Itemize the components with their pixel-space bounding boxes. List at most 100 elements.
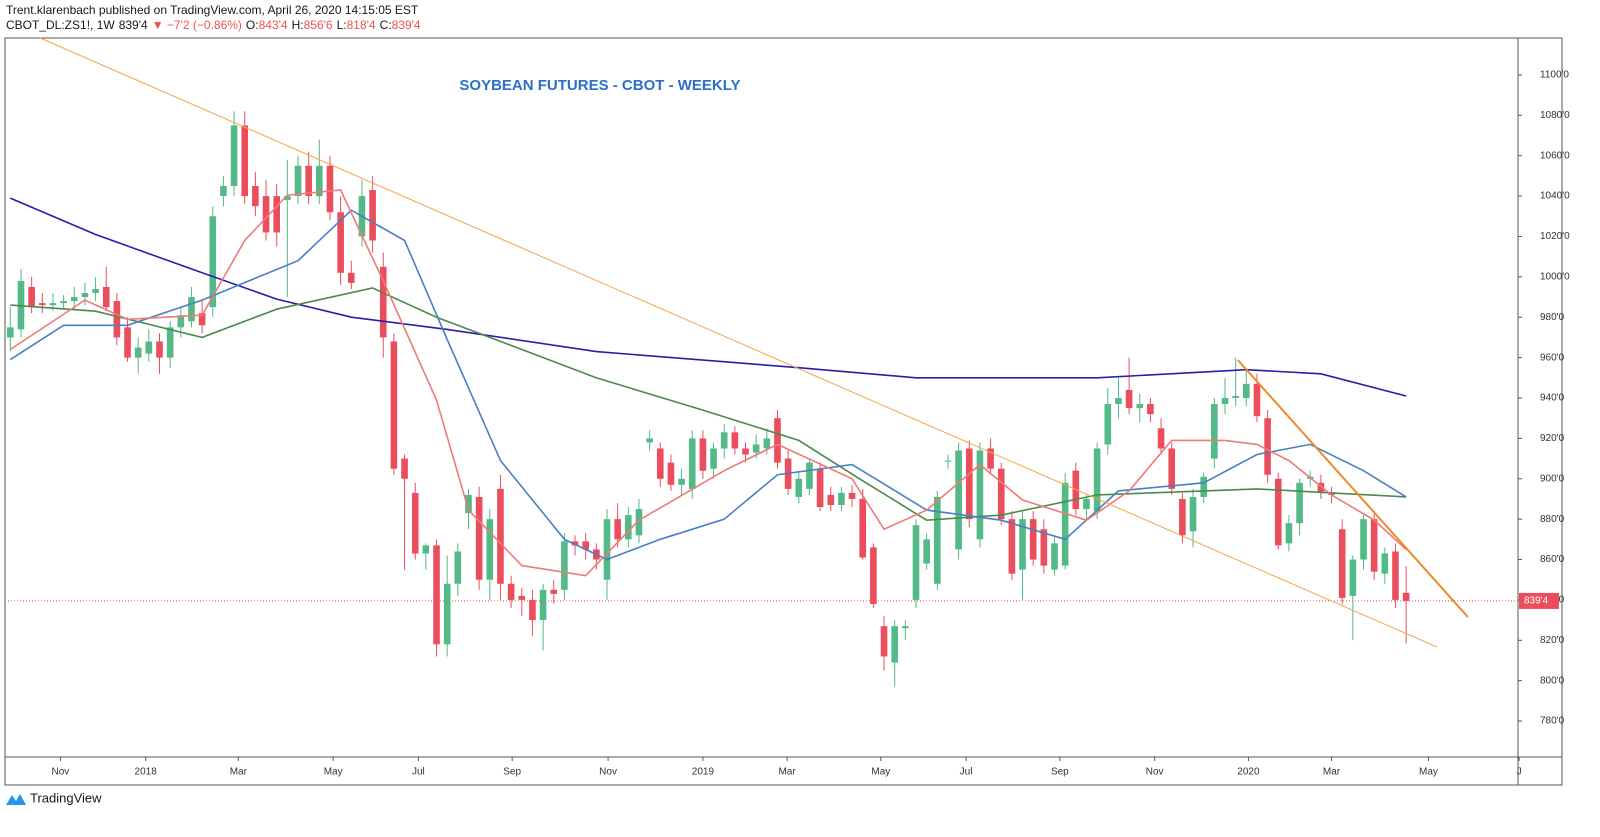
x-tick-label: Sep — [1051, 767, 1069, 778]
candle-body — [134, 347, 142, 358]
quote-part: O: — [246, 18, 259, 32]
x-tick-label: Mar — [1323, 767, 1341, 778]
candle-body — [369, 190, 376, 241]
candle-body — [720, 432, 728, 449]
candle-body — [1242, 383, 1250, 399]
candle-body — [145, 341, 153, 354]
candle-body — [294, 165, 302, 197]
candle-body — [742, 448, 749, 455]
candle-body — [422, 545, 430, 554]
y-tick-label: 1000'0 — [1540, 271, 1570, 282]
candle-body — [347, 272, 355, 283]
y-tick-label: 820'0 — [1540, 635, 1565, 646]
candle-body — [262, 196, 270, 233]
candle-body — [411, 492, 419, 554]
logo — [6, 794, 26, 805]
y-tick-label: 900'0 — [1540, 473, 1565, 484]
y-tick-label: 960'0 — [1540, 352, 1565, 363]
y-tick-label: 920'0 — [1540, 433, 1565, 444]
candle-body — [401, 458, 408, 479]
y-tick-label: 1060'0 — [1540, 150, 1570, 161]
candle-body — [177, 315, 185, 328]
trendline — [40, 37, 1438, 648]
candle-body — [198, 313, 206, 326]
quote-part: 818'4 — [347, 18, 376, 32]
y-tick-label: 880'0 — [1540, 514, 1565, 525]
x-tick-label: Jul — [412, 767, 425, 778]
candle-body — [1179, 498, 1186, 536]
candle-body — [1264, 418, 1271, 475]
candle-body — [646, 438, 653, 443]
candle-body — [92, 288, 99, 294]
x-tick-label: 2019 — [692, 767, 715, 778]
candle-body — [1317, 482, 1325, 493]
candle-body — [1285, 523, 1293, 544]
candle-body — [795, 478, 803, 497]
candle-body — [710, 448, 717, 469]
x-tick-label: Sep — [503, 767, 521, 778]
candle-body — [688, 438, 696, 489]
x-tick-label: Nov — [52, 767, 70, 778]
author-line: Trent.klarenbach published on TradingVie… — [6, 3, 419, 17]
y-tick-label: 800'0 — [1540, 675, 1565, 686]
candle-body — [603, 519, 611, 580]
candle-body — [1093, 448, 1101, 512]
candle-body — [614, 519, 621, 540]
moving-average — [10, 287, 1407, 522]
logo-icon — [6, 794, 26, 805]
quote-part: 856'6 — [304, 18, 333, 32]
candle-body — [1211, 404, 1218, 459]
candle-body — [1221, 398, 1229, 405]
candle-body — [774, 418, 781, 463]
candle-body — [49, 303, 57, 306]
x-tick-label: May — [324, 767, 343, 778]
candle-body — [997, 468, 1005, 520]
y-tick-label: 1100'0 — [1540, 70, 1569, 81]
quote-part: CBOT_DL:ZS1!, 1W — [6, 18, 115, 32]
candle-body — [902, 626, 909, 629]
candle-body — [28, 286, 35, 308]
candle-body — [433, 545, 440, 645]
y-tick-label: 780'0 — [1540, 716, 1565, 727]
candle-body — [582, 541, 589, 550]
x-tick-label: Mar — [230, 767, 248, 778]
candle-body — [70, 297, 78, 302]
candle-body — [1168, 448, 1176, 489]
candle-body — [891, 626, 898, 663]
last-price-box — [1519, 592, 1559, 609]
candle-body — [252, 185, 259, 207]
candle-body — [763, 438, 771, 449]
candle-body — [305, 165, 312, 197]
x-tick-label: May — [1419, 767, 1438, 778]
candle-body — [454, 551, 462, 584]
x-tick-label: Mar — [778, 767, 796, 778]
candle-body — [656, 448, 664, 479]
candle-body — [880, 626, 888, 657]
candle-body — [1157, 428, 1165, 449]
candle-body — [1104, 404, 1112, 445]
candle-body — [699, 438, 707, 471]
candle-body — [518, 595, 526, 600]
moving-average — [9, 209, 1407, 561]
candle-body — [752, 444, 760, 453]
candle-body — [859, 498, 867, 558]
candle-body — [1370, 519, 1378, 572]
candle-body — [326, 165, 334, 213]
candle-body — [156, 341, 163, 358]
candle-body — [923, 539, 930, 564]
candle-body — [166, 327, 174, 358]
candle-body — [731, 432, 739, 449]
quote-part: 843'4 — [259, 18, 288, 32]
quote-part: L: — [337, 18, 347, 32]
y-tick-label: 860'0 — [1540, 554, 1565, 565]
candle-body — [965, 448, 973, 520]
x-tick-label: Nov — [599, 767, 617, 778]
candle-body — [1274, 478, 1282, 546]
candle-body — [1392, 551, 1399, 600]
candle-body — [1040, 529, 1048, 566]
candle-body — [316, 165, 323, 197]
candle-body — [390, 341, 398, 469]
candle-body — [625, 515, 632, 540]
